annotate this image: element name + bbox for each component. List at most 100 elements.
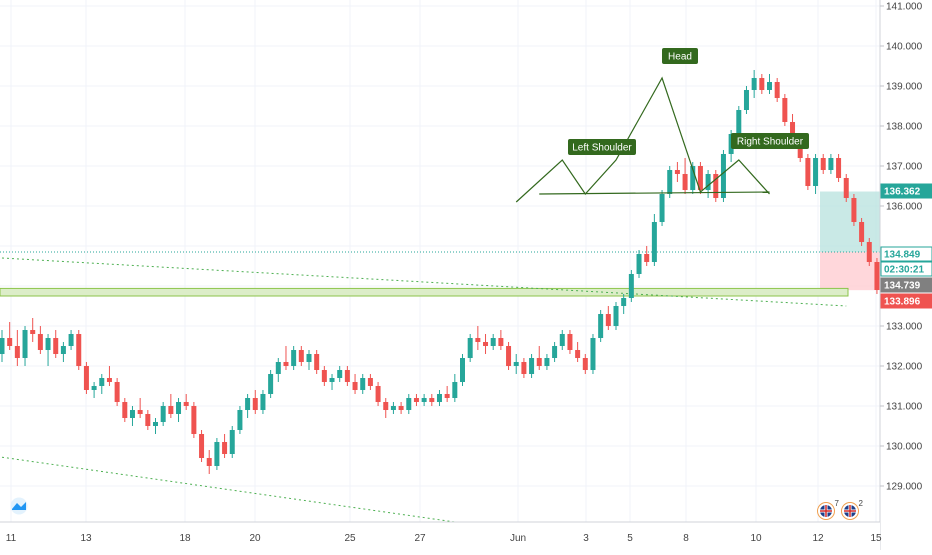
candle: [544, 354, 550, 370]
candle: [859, 218, 865, 246]
candle-body: [153, 422, 158, 426]
candle-body: [460, 358, 465, 382]
candle: [60, 342, 66, 362]
candle-body: [106, 378, 112, 382]
grid: [0, 0, 880, 522]
candle: [506, 342, 512, 370]
candle: [260, 390, 266, 414]
candle: [76, 330, 82, 370]
candle-body: [667, 170, 673, 194]
candle: [659, 190, 665, 226]
time-axis-bg: [0, 522, 880, 550]
candle-body: [705, 174, 711, 190]
candle-body: [774, 82, 780, 98]
candle: [444, 386, 450, 402]
candle-body: [398, 406, 404, 410]
candle-body: [237, 410, 243, 430]
price-axis-label: 132.000: [886, 362, 923, 373]
candle: [352, 374, 358, 394]
trendline: [1, 257, 847, 307]
candle: [183, 394, 189, 410]
pattern-label-box: [568, 139, 636, 155]
candle-body: [222, 442, 228, 454]
candle-body: [160, 406, 166, 422]
candle-body: [245, 398, 251, 410]
pattern-line: [515, 76, 770, 203]
candle-body: [613, 306, 619, 326]
candle-body: [452, 382, 458, 398]
candle-body: [767, 82, 772, 90]
event-count-2: 2: [858, 499, 863, 508]
candle: [697, 162, 703, 194]
candle-body: [544, 358, 550, 366]
candle-body: [375, 386, 381, 402]
candle: [690, 162, 696, 194]
candle-body: [14, 346, 20, 358]
candle: [122, 398, 128, 422]
candle: [314, 350, 320, 374]
price-axis-label: 137.000: [886, 162, 923, 173]
candle: [813, 154, 819, 194]
candle-body: [644, 254, 650, 262]
candle: [390, 402, 396, 414]
candle: [874, 258, 880, 294]
candle: [436, 390, 442, 406]
candle-body: [206, 458, 212, 466]
candle-body: [99, 378, 105, 386]
price-axis-label: 140.000: [886, 42, 923, 53]
candle-body: [552, 346, 558, 358]
candle-body: [83, 366, 89, 390]
candle-body: [291, 350, 297, 366]
candle-body: [529, 358, 535, 374]
candle: [820, 154, 826, 174]
candle: [298, 346, 304, 366]
candle: [367, 374, 373, 390]
candle-body: [122, 402, 128, 418]
flag-icon: [820, 505, 832, 517]
candle: [229, 426, 235, 458]
tradingview-logo-icon[interactable]: [7, 497, 31, 515]
candle-body: [490, 338, 496, 346]
candle: [176, 398, 182, 422]
candle-body: [782, 98, 788, 122]
candle-body: [621, 298, 627, 306]
candle-body: [820, 158, 826, 170]
candle: [513, 354, 519, 374]
candle-body: [836, 158, 842, 178]
candle: [360, 374, 366, 394]
candle-body: [68, 334, 74, 346]
candle: [828, 154, 834, 174]
price-axis-label: 136.000: [886, 202, 923, 213]
uk-flag-event-icon-2[interactable]: 2: [841, 499, 863, 520]
candle: [774, 78, 780, 102]
candle-body: [252, 398, 258, 410]
candle-body: [651, 222, 657, 262]
candle: [99, 374, 105, 394]
candle: [83, 362, 89, 394]
candle-body: [498, 338, 504, 346]
price-axis-label: 138.000: [886, 122, 923, 133]
candle: [851, 194, 857, 226]
candle: [275, 358, 281, 382]
candle: [206, 450, 212, 474]
uk-flag-event-icon-1[interactable]: 7: [817, 499, 839, 520]
candle-body: [536, 358, 542, 366]
candle: [114, 378, 120, 406]
candle: [337, 366, 343, 382]
candle-body: [874, 262, 880, 290]
candle-body: [575, 350, 581, 358]
candle: [705, 170, 711, 198]
price-axis-label: 129.000: [886, 482, 923, 493]
candle-body: [866, 242, 872, 262]
candle: [682, 158, 688, 194]
candle: [383, 398, 389, 418]
candle: [575, 342, 581, 362]
candle: [68, 330, 74, 350]
candle: [605, 306, 611, 330]
candle-body: [275, 362, 281, 374]
time-axis-label: 25: [344, 533, 356, 544]
candle: [429, 394, 435, 406]
candle-body: [137, 410, 143, 414]
